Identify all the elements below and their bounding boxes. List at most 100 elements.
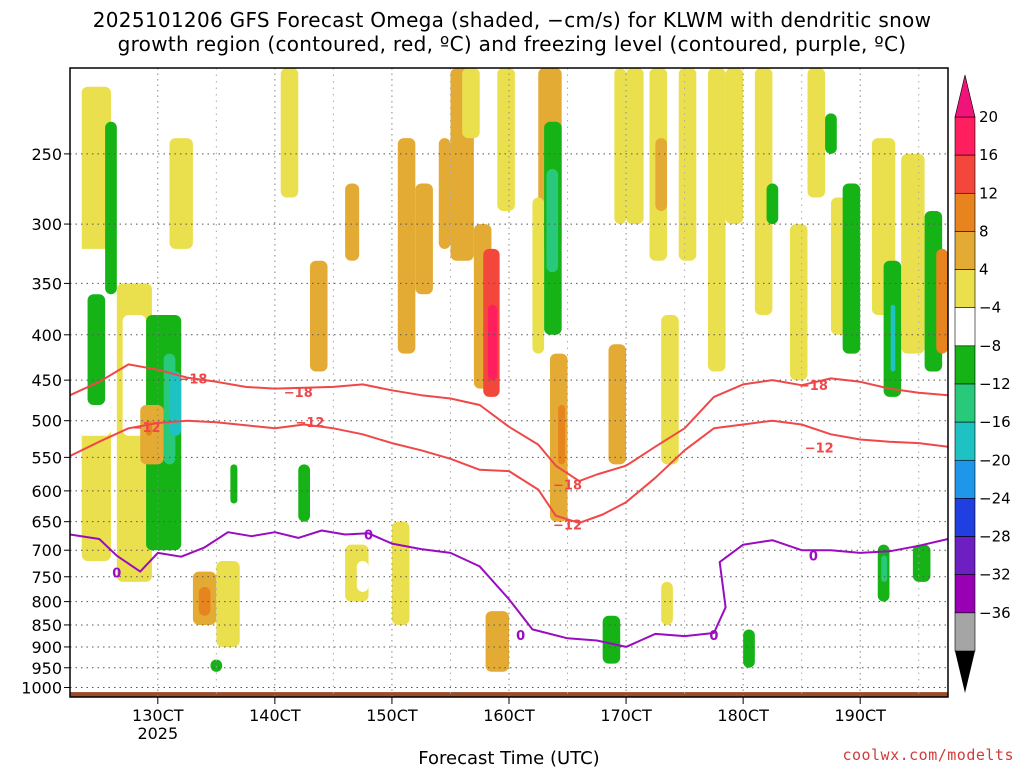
y-tick-label: 900: [31, 638, 62, 657]
contour-label: −18: [178, 372, 207, 387]
x-tick-label: 150CT: [366, 706, 418, 725]
omega-cell: [462, 68, 480, 139]
y-tick-label: 600: [31, 482, 62, 501]
omega-cell: [397, 138, 416, 354]
omega-cell: [936, 248, 948, 354]
colorbar-segment: [954, 345, 976, 385]
contour-label: −12: [132, 421, 161, 436]
y-tick-label: 800: [31, 593, 62, 612]
colorbar-label: −36: [979, 604, 1011, 622]
omega-cell: [298, 464, 310, 522]
omega-cell: [725, 68, 744, 225]
colorbar-segment: [954, 192, 976, 232]
omega-cell: [391, 521, 410, 625]
omega-cell: [497, 68, 515, 212]
omega-cell: [766, 183, 779, 225]
omega-cell: [678, 68, 697, 261]
omega-cell: [105, 121, 117, 295]
contour-label: −18: [284, 386, 313, 401]
colorbar-segment: [954, 536, 976, 576]
colorbar-label: −28: [979, 528, 1011, 546]
omega-cell: [280, 68, 299, 198]
omega-shading: [75, 68, 948, 672]
omega-cell: [438, 138, 451, 249]
contour-label: −12: [295, 416, 324, 431]
contour-label: −18: [553, 478, 582, 493]
title-line-1: 2025101206 GFS Forecast Omega (shaded, −…: [92, 8, 932, 32]
omega-cell: [558, 404, 566, 465]
omega-cell: [87, 294, 106, 405]
y-tick-label: 550: [31, 448, 62, 467]
omega-cell: [309, 260, 328, 372]
y-tick-label: 400: [31, 326, 62, 345]
contour-label: 0: [516, 629, 525, 644]
x-tick-label: 140CT: [249, 706, 301, 725]
omega-cell: [345, 183, 360, 261]
contour-label: −12: [805, 441, 834, 456]
colorbar-bottom-arrow: [955, 651, 975, 693]
omega-cell: [415, 183, 433, 295]
omega-cell: [169, 371, 182, 436]
x-tick-label: 160CT: [483, 706, 535, 725]
contour-label: 0: [809, 550, 818, 565]
omega-cell: [216, 561, 240, 647]
contour-lines: −18 −18 −18 −18 −12 −12 −12 −12 0 0 0 0 0: [69, 363, 949, 648]
omega-cell: [487, 304, 498, 381]
contour-line: [69, 419, 949, 524]
y-tick-label: 1000: [21, 678, 62, 697]
colorbar-top-arrow: [954, 74, 976, 118]
omega-cell: [602, 615, 621, 664]
omega-cell: [842, 183, 861, 354]
omega-cell: [532, 197, 545, 354]
colorbar-segment: [954, 231, 976, 270]
omega-cell: [789, 224, 808, 381]
omega-cell: [881, 555, 888, 582]
contour-label: −12: [553, 519, 582, 534]
colorbar-label: −4: [979, 299, 1001, 317]
omega-cell: [198, 586, 211, 616]
colorbar-segment: [954, 612, 976, 652]
colorbar-label: 12: [979, 184, 998, 202]
x-tick-label: 170CT: [600, 706, 652, 725]
colorbar-segment: [954, 307, 976, 347]
ground-surface: [70, 692, 948, 697]
colorbar-label: 8: [979, 222, 989, 240]
omega-cell: [661, 581, 673, 625]
omega-cell: [626, 68, 644, 225]
colorbar-label: −32: [979, 566, 1011, 584]
omega-cell: [754, 68, 773, 316]
omega-cell: [890, 304, 896, 372]
colorbar-segment: [954, 383, 976, 423]
contour-line: [69, 529, 949, 648]
colorbar-segment: [954, 116, 976, 156]
y-tick-label: 350: [31, 274, 62, 293]
colorbar-label: 20: [979, 108, 998, 126]
y-tick-label: 650: [31, 513, 62, 532]
y-tick-label: 950: [31, 659, 62, 678]
contour-label: 0: [709, 629, 718, 644]
colorbar-label: −16: [979, 413, 1011, 431]
x-tick-sublabel: 2025: [137, 724, 178, 743]
colorbar-segment: [954, 421, 976, 461]
contour-line: [69, 363, 949, 483]
colorbar-label: −8: [979, 337, 1001, 355]
contour-label: −18: [799, 379, 828, 394]
omega-cell: [122, 315, 147, 436]
omega-cell: [230, 464, 238, 504]
colorbar-label: 16: [979, 146, 998, 164]
chart-title: 2025101206 GFS Forecast Omega (shaded, −…: [0, 8, 1024, 56]
colorbar-segment: [954, 498, 976, 537]
x-tick-label: 190CT: [834, 706, 886, 725]
omega-cell: [807, 68, 826, 198]
colorbar-label: −20: [979, 451, 1011, 469]
y-tick-label: 700: [31, 541, 62, 560]
omega-cell: [169, 138, 193, 249]
colorbar: 20 16 12 8 4 −4 −8 −12 −16 −20 −24 −28 −32 −36: [954, 74, 1011, 693]
x-axis-title: Forecast Time (UTC): [418, 748, 599, 768]
omega-cell: [614, 68, 627, 225]
y-tick-label: 300: [31, 215, 62, 234]
colorbar-segment: [954, 459, 976, 499]
omega-cell: [912, 544, 931, 582]
